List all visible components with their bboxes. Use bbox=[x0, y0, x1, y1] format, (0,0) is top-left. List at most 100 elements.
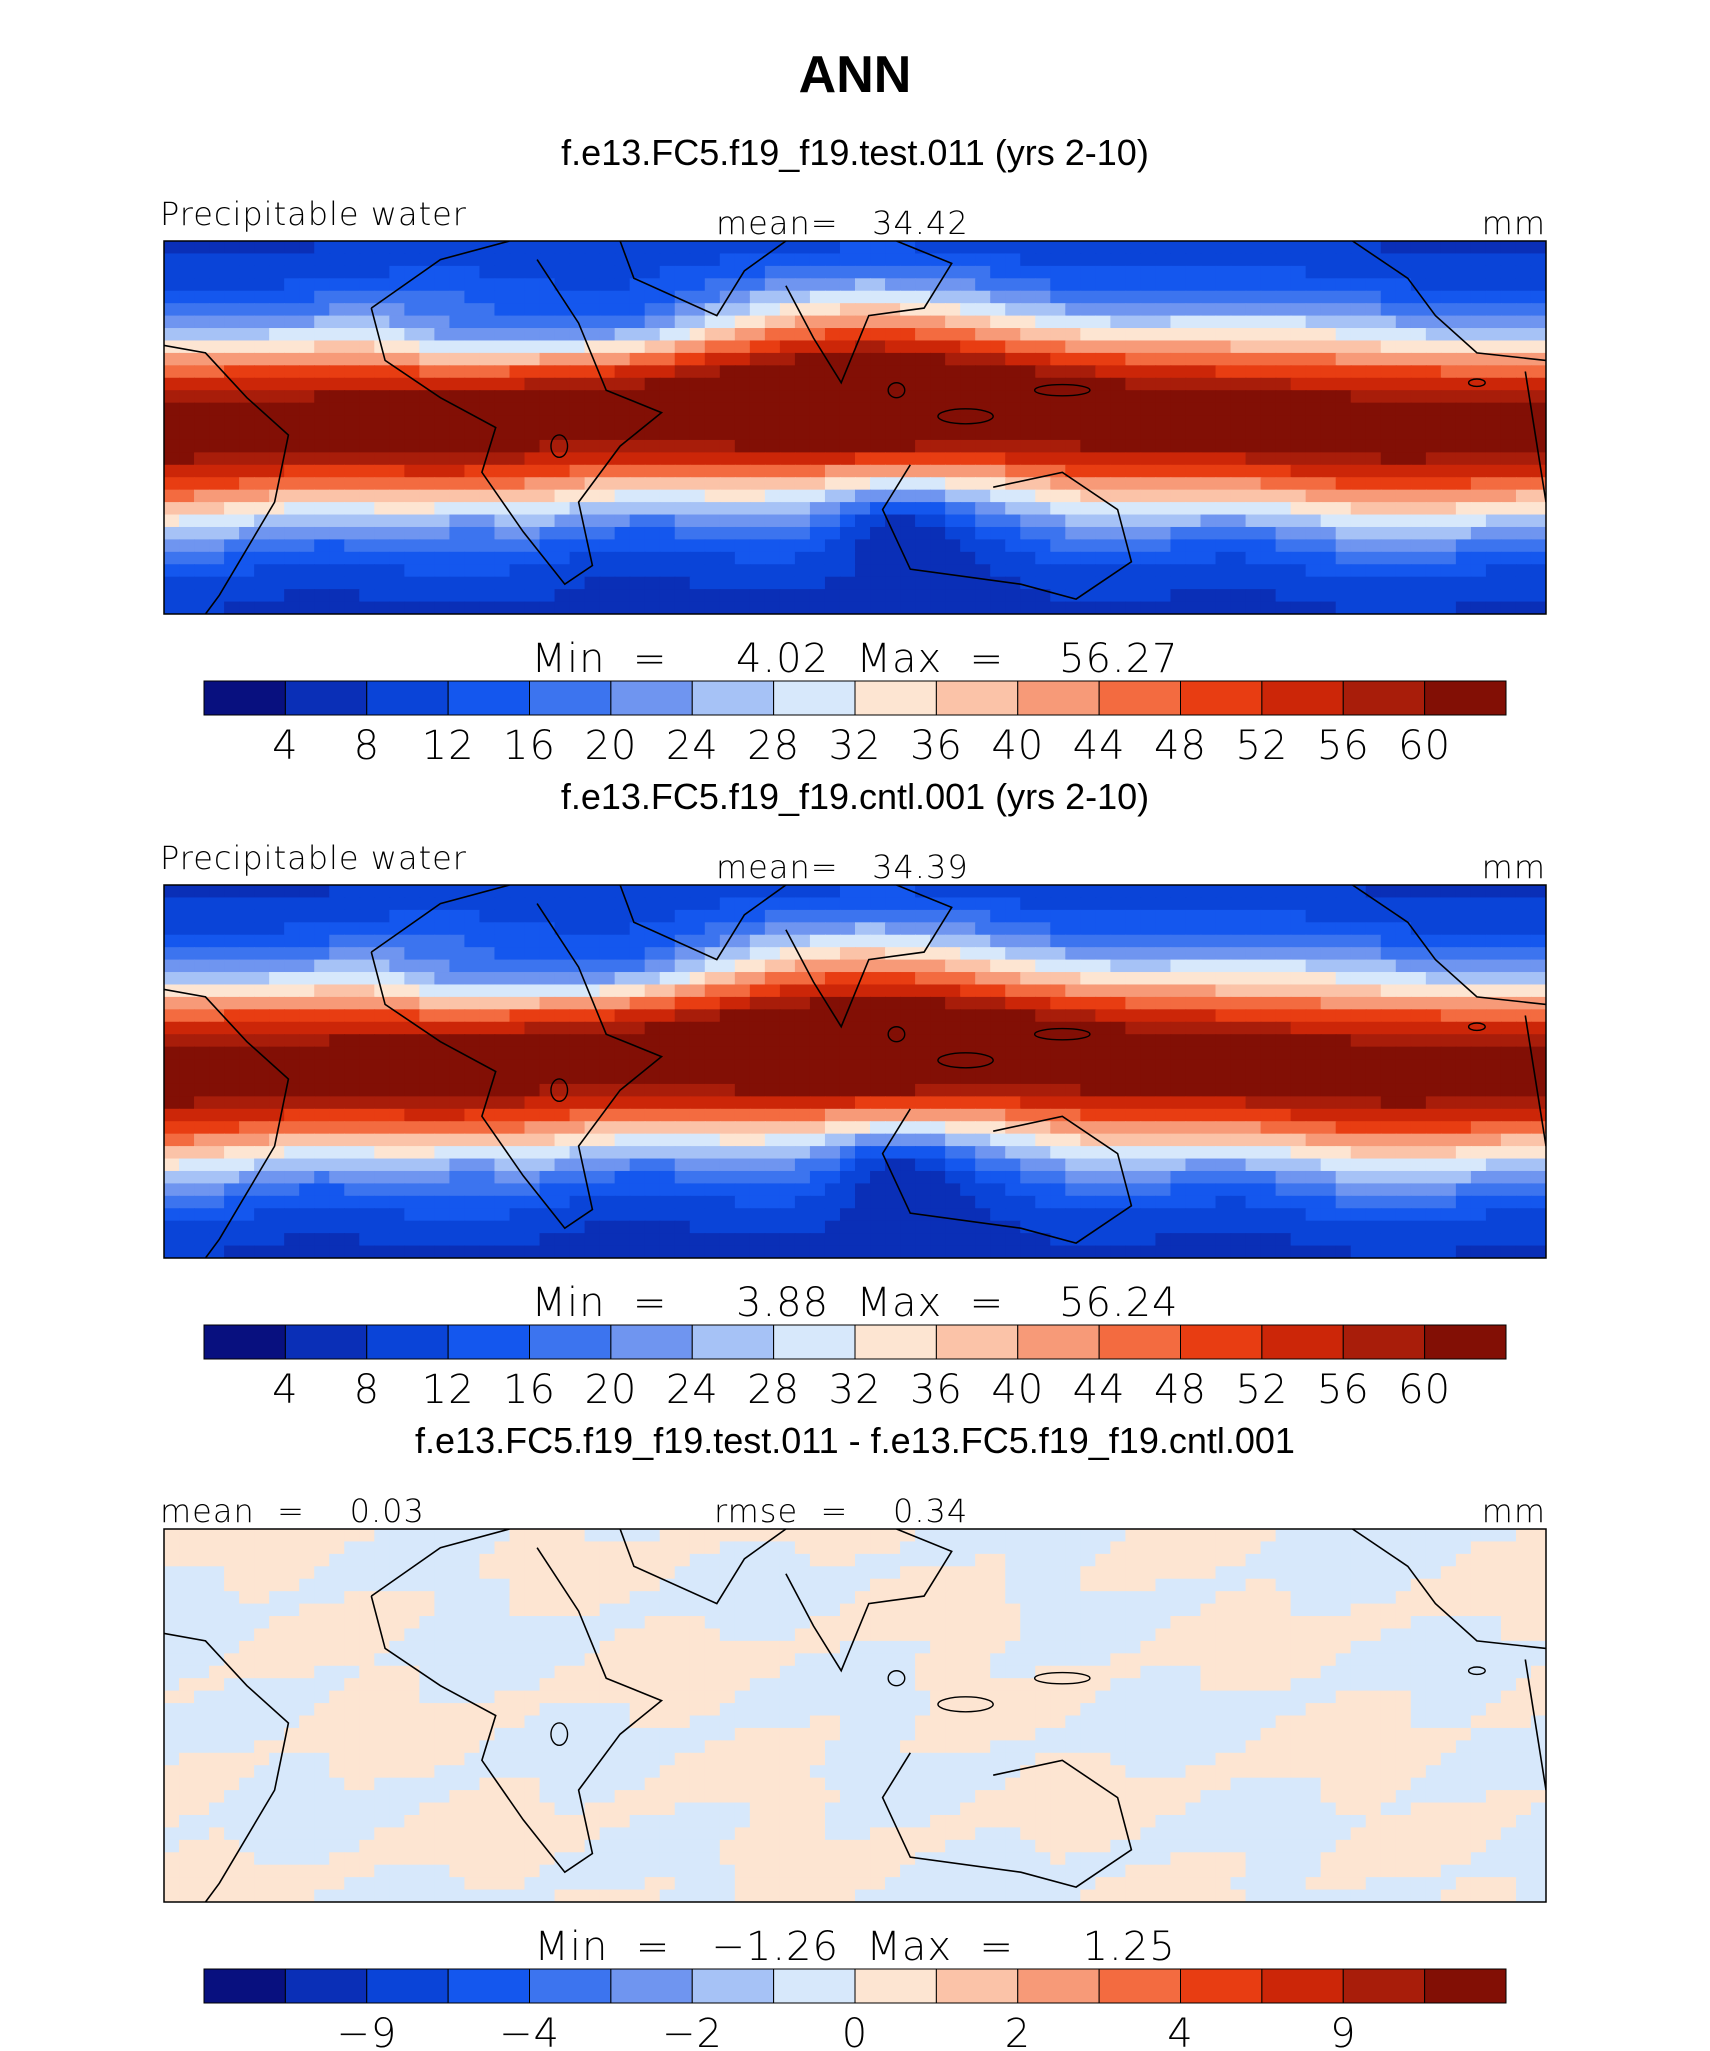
field-cell bbox=[1260, 959, 1277, 973]
field-cell bbox=[494, 1021, 511, 1035]
field-cell bbox=[389, 290, 406, 304]
field-cell bbox=[299, 539, 316, 553]
field-cell bbox=[1155, 427, 1172, 441]
field-cell bbox=[1395, 1059, 1412, 1073]
field-cell bbox=[1200, 885, 1217, 899]
field-cell bbox=[314, 1009, 331, 1023]
field-cell bbox=[855, 922, 871, 936]
field-cell bbox=[554, 564, 571, 578]
field-cell bbox=[1485, 439, 1502, 454]
field-cell bbox=[1065, 340, 1082, 354]
field-cell bbox=[960, 984, 976, 998]
field-cell bbox=[254, 303, 270, 317]
field-cell bbox=[254, 253, 270, 267]
field-cell bbox=[749, 340, 766, 354]
field-cell bbox=[419, 996, 436, 1011]
field-cell bbox=[1365, 551, 1382, 566]
field-cell bbox=[719, 539, 736, 553]
field-cell bbox=[689, 464, 706, 479]
field-cell bbox=[389, 1034, 406, 1048]
field-cell bbox=[674, 1071, 691, 1085]
field-cell bbox=[779, 551, 796, 566]
field-cell bbox=[299, 564, 316, 578]
field-cell bbox=[1320, 996, 1337, 1011]
field-cell bbox=[1215, 415, 1232, 429]
field-cell bbox=[179, 328, 195, 342]
field-cell bbox=[1365, 909, 1382, 924]
field-cell bbox=[1365, 1071, 1382, 1085]
field-cell bbox=[1020, 551, 1037, 566]
field-cell bbox=[1185, 328, 1202, 342]
field-cell bbox=[194, 377, 210, 391]
field-cell bbox=[734, 601, 751, 614]
field-cell bbox=[1365, 340, 1382, 354]
field-cell bbox=[764, 885, 781, 899]
field-cell bbox=[314, 477, 331, 491]
field-cell bbox=[449, 959, 466, 973]
field-cell bbox=[1350, 601, 1367, 614]
field-cell bbox=[284, 1009, 300, 1023]
field-cell bbox=[479, 996, 496, 1011]
field-cell bbox=[1245, 328, 1262, 342]
field-cell bbox=[1125, 1059, 1142, 1073]
field-cell bbox=[1350, 464, 1367, 479]
field-cell bbox=[870, 514, 886, 528]
field-cell bbox=[359, 352, 376, 367]
field-cell bbox=[1365, 1108, 1382, 1123]
field-cell bbox=[1500, 402, 1517, 416]
field-cell bbox=[674, 984, 691, 998]
field-cell bbox=[1005, 365, 1022, 379]
field-cell bbox=[254, 947, 270, 961]
field-cell bbox=[794, 1071, 811, 1085]
field-cell bbox=[1305, 996, 1322, 1011]
field-cell bbox=[1320, 1046, 1337, 1060]
field-cell bbox=[1305, 1034, 1322, 1048]
field-cell bbox=[960, 909, 976, 924]
field-cell bbox=[990, 1059, 1007, 1073]
field-cell bbox=[179, 972, 195, 986]
field-cell bbox=[1140, 972, 1157, 986]
field-cell bbox=[1155, 1046, 1172, 1060]
field-cell bbox=[524, 947, 541, 961]
field-cell bbox=[915, 365, 931, 379]
field-cell bbox=[179, 909, 195, 924]
field-cell bbox=[839, 972, 856, 986]
field-cell bbox=[494, 526, 511, 541]
field-cell bbox=[1245, 253, 1262, 267]
field-cell bbox=[1245, 947, 1262, 961]
field-cell bbox=[254, 959, 270, 973]
field-cell bbox=[584, 402, 601, 416]
field-cell bbox=[839, 265, 856, 280]
field-cell bbox=[1200, 996, 1217, 1011]
field-cell bbox=[449, 1021, 466, 1035]
field-cell bbox=[389, 909, 406, 924]
field-cell bbox=[809, 265, 826, 280]
field-cell bbox=[960, 1146, 976, 1160]
field-cell bbox=[344, 1083, 361, 1098]
field-cell bbox=[855, 576, 871, 590]
field-cell bbox=[509, 303, 526, 317]
field-cell bbox=[1200, 564, 1217, 578]
field-cell bbox=[1170, 303, 1187, 317]
field-cell bbox=[1050, 1108, 1067, 1123]
field-cell bbox=[674, 947, 691, 961]
field-cell bbox=[224, 1108, 240, 1123]
field-cell bbox=[404, 1096, 421, 1110]
field-cell bbox=[870, 265, 886, 280]
field-cell bbox=[269, 1121, 285, 1135]
field-cell bbox=[719, 377, 736, 391]
field-cell bbox=[764, 996, 781, 1011]
field-cell bbox=[1020, 909, 1037, 924]
field-cell bbox=[824, 909, 841, 924]
field-cell bbox=[1215, 253, 1232, 267]
colorbar-tick-label: 56 bbox=[1317, 723, 1370, 769]
field-cell bbox=[329, 328, 346, 342]
field-cell bbox=[975, 514, 991, 528]
field-cell bbox=[1170, 290, 1187, 304]
field-cell bbox=[1320, 265, 1337, 280]
field-cell bbox=[1260, 576, 1277, 590]
field-cell bbox=[659, 477, 676, 491]
field-cell bbox=[1170, 1034, 1187, 1048]
field-cell bbox=[629, 526, 646, 541]
field-cell bbox=[1335, 253, 1352, 267]
